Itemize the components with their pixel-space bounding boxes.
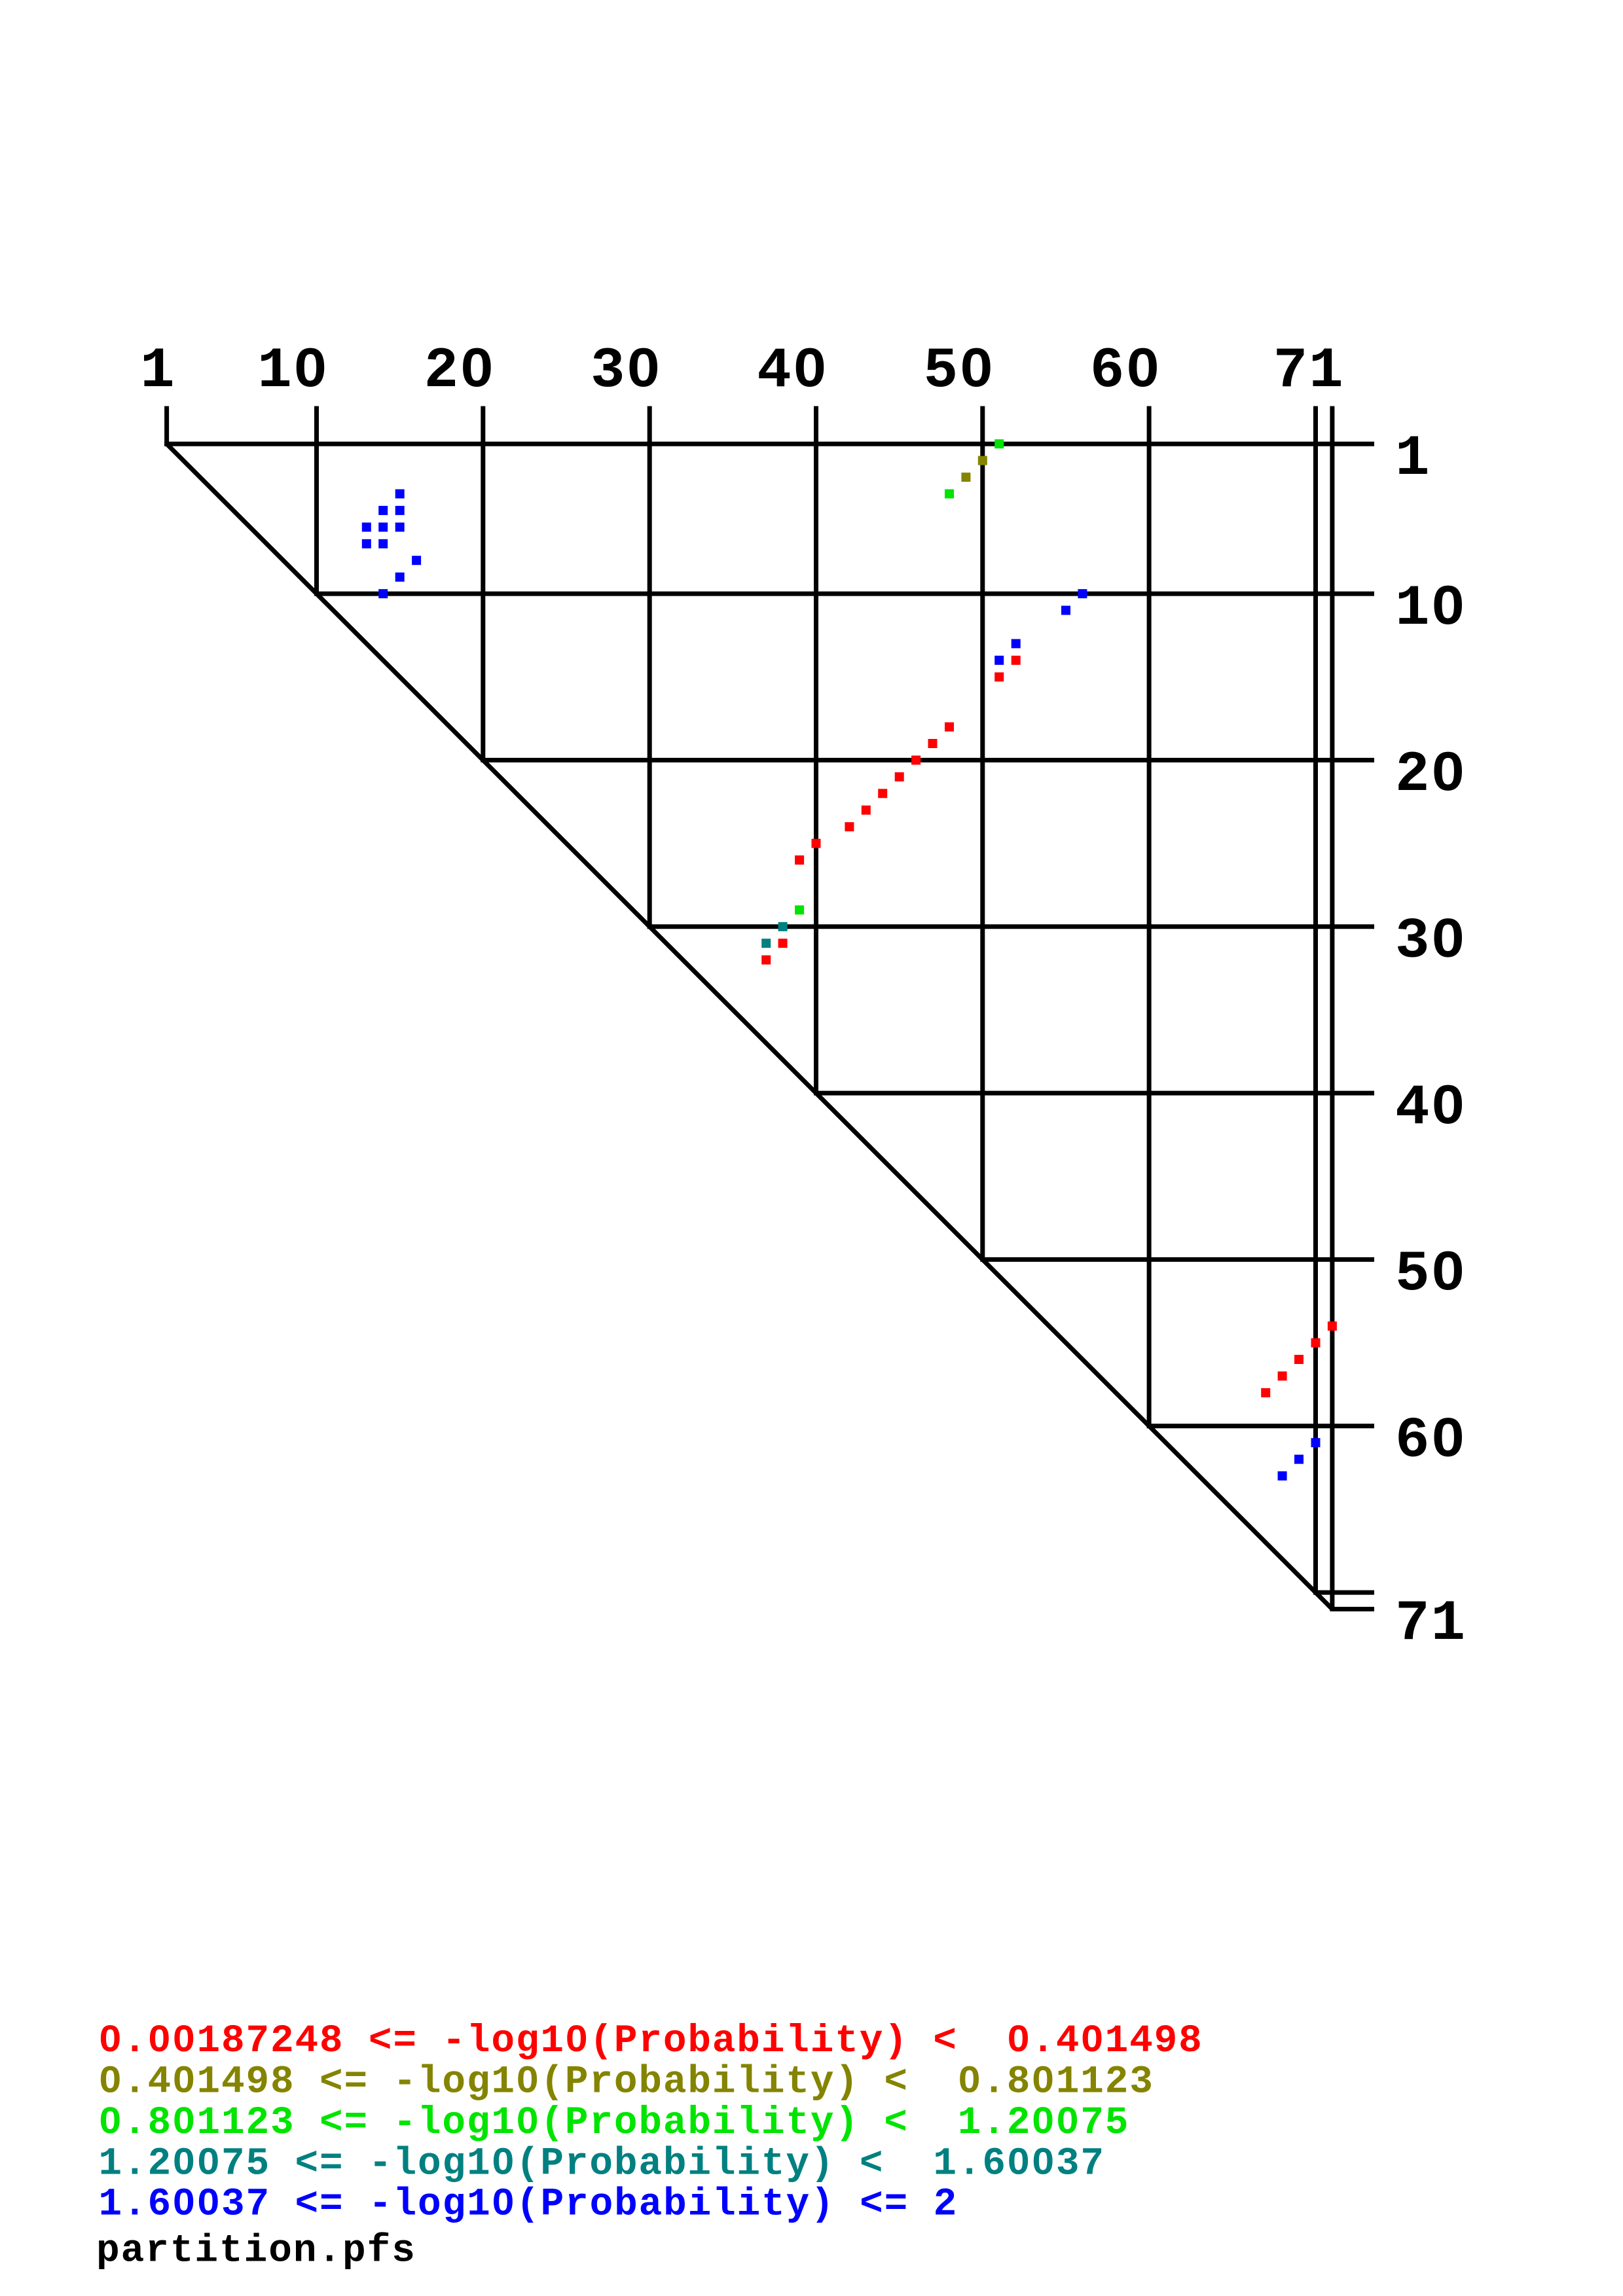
svg-text:1: 1 [140,339,175,404]
svg-text:partition.pfs: partition.pfs [96,2229,415,2272]
svg-text:71: 71 [1395,1592,1465,1657]
svg-text:40: 40 [757,339,827,404]
svg-text:1.60037 <= -log10(Probability): 1.60037 <= -log10(Probability) <= 2 [99,2182,957,2226]
svg-text:60: 60 [1090,339,1160,404]
svg-text:0.00187248 <= -log10(Probabili: 0.00187248 <= -log10(Probability) < 0.40… [99,2019,1202,2063]
svg-text:20: 20 [424,339,494,404]
svg-text:30: 30 [1395,910,1465,975]
svg-text:60: 60 [1395,1408,1465,1473]
svg-text:20: 20 [1395,743,1465,808]
svg-text:10: 10 [1395,577,1465,641]
svg-text:40: 40 [1395,1076,1465,1141]
svg-text:10: 10 [257,339,327,404]
svg-text:71: 71 [1273,339,1343,404]
svg-text:30: 30 [591,339,661,404]
svg-text:1: 1 [1395,427,1430,492]
svg-text:50: 50 [1395,1242,1465,1307]
svg-text:50: 50 [924,339,994,404]
svg-text:0.801123 <= -log10(Probability: 0.801123 <= -log10(Probability) < 1.2007… [99,2101,1129,2145]
svg-text:1.20075 <= -log10(Probability): 1.20075 <= -log10(Probability) < 1.60037 [99,2142,1104,2185]
svg-text:0.401498 <= -log10(Probability: 0.401498 <= -log10(Probability) < 0.8011… [99,2060,1153,2104]
